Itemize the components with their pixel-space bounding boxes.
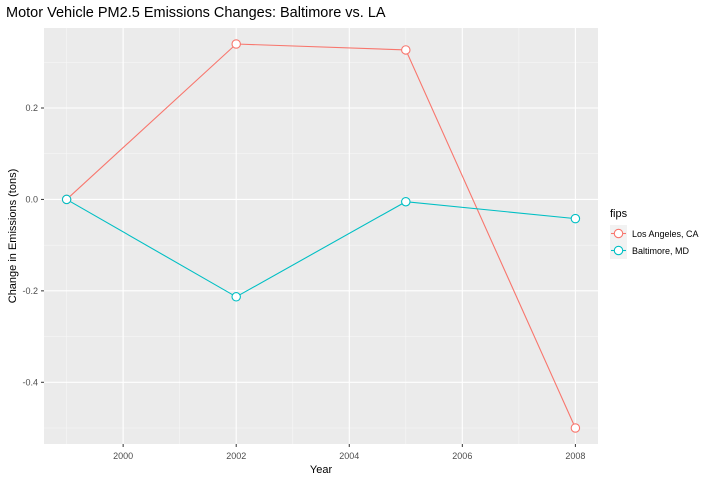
data-point bbox=[401, 45, 411, 55]
legend-title: fips bbox=[610, 208, 628, 220]
legend-label: Baltimore, MD bbox=[632, 246, 690, 256]
plot-panel bbox=[44, 28, 598, 444]
y-tick-label: 0.0 bbox=[25, 194, 38, 204]
x-tick-label: 2008 bbox=[565, 451, 585, 461]
x-tick-label: 2002 bbox=[226, 451, 246, 461]
y-axis-label: Change in Emissions (tons) bbox=[7, 169, 19, 304]
data-point bbox=[231, 292, 241, 302]
series-line-0 bbox=[66, 43, 576, 429]
series-lines bbox=[66, 43, 576, 429]
y-axis: -0.4 -0.2 0.0 0.2 bbox=[22, 103, 44, 387]
series-line-1 bbox=[66, 198, 576, 298]
data-point bbox=[231, 39, 241, 49]
x-axis-label: Year bbox=[310, 464, 333, 476]
x-tick-label: 2000 bbox=[113, 451, 133, 461]
data-point bbox=[61, 194, 72, 205]
chart-title: Motor Vehicle PM2.5 Emissions Changes: B… bbox=[6, 5, 386, 21]
legend: fips Los Angeles, CA Baltimore, MD bbox=[610, 208, 699, 259]
data-point bbox=[401, 196, 411, 207]
series-points bbox=[61, 39, 581, 433]
y-tick-label: -0.4 bbox=[22, 377, 38, 387]
legend-key-point bbox=[613, 245, 624, 256]
y-tick-label: -0.2 bbox=[22, 286, 38, 296]
legend-label: Los Angeles, CA bbox=[632, 229, 699, 239]
data-point bbox=[570, 423, 581, 433]
x-tick-label: 2004 bbox=[339, 451, 359, 461]
data-point bbox=[570, 213, 581, 224]
x-tick-label: 2006 bbox=[452, 451, 472, 461]
legend-key-point bbox=[613, 228, 624, 239]
y-tick-label: 0.2 bbox=[25, 103, 38, 113]
x-axis: 2000 2002 2004 2006 2008 bbox=[113, 444, 585, 461]
grid-lines bbox=[44, 28, 598, 444]
